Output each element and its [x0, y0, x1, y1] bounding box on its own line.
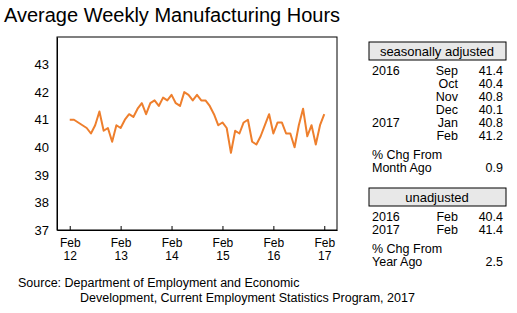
y-axis: 37 38 39 40 41 42 43	[35, 38, 58, 238]
panel-year: 2017	[372, 116, 400, 130]
panel-month: Sep	[436, 64, 458, 78]
x-tick-label: Feb17	[314, 236, 335, 264]
y-tick: 40	[35, 140, 57, 155]
plot-frame	[57, 37, 337, 230]
y-tick: 39	[35, 168, 57, 183]
x-tick-mark	[273, 226, 274, 230]
y-tick: 37	[35, 223, 57, 238]
chart: Average Weekly Manufacturing Hours 37 38 39…	[0, 0, 517, 313]
y-tick-label: 39	[35, 168, 49, 183]
panel-value: 41.4	[479, 223, 503, 237]
y-axis-line	[57, 38, 58, 231]
x-tick-mark	[172, 226, 173, 230]
panel-value: 40.8	[479, 116, 503, 130]
panel-change-label: % Chg From	[372, 242, 442, 256]
x-tick-label: Feb12	[60, 236, 81, 264]
source: Source: Department of Employment and Eco…	[18, 276, 299, 290]
x-tick: Feb16	[264, 226, 285, 263]
panel-year: 2016	[372, 210, 400, 224]
panel-change-label: Month Ago	[372, 161, 432, 175]
title: Average Weekly Manufacturing Hours	[4, 4, 340, 26]
y-tick-label: 40	[35, 140, 49, 155]
panel-change: 2.5	[486, 255, 503, 269]
x-tick-label: Feb14	[162, 236, 183, 264]
panel-header-box	[369, 188, 506, 206]
panel-month: Feb	[436, 129, 458, 143]
panel-value: 41.2	[479, 129, 503, 143]
y-tick-label: 42	[35, 85, 49, 100]
panel-month: Nov	[436, 90, 459, 104]
x-axis: Feb12 Feb13 Feb14 Feb15 Feb16 Feb17	[58, 226, 338, 263]
x-tick: Feb13	[111, 226, 132, 263]
x-tick-label: Feb16	[264, 236, 285, 264]
panel-value: 41.4	[479, 64, 503, 78]
x-tick-label: Feb13	[111, 236, 132, 264]
panel-value: 40.4	[479, 77, 503, 91]
panel-value: 40.1	[479, 103, 503, 117]
x-tick-mark	[324, 226, 325, 230]
y-tick-label: 43	[35, 57, 49, 72]
source: Development, Current Employment Statisti…	[80, 291, 415, 305]
y-tick: 43	[35, 57, 57, 72]
panel-change-label: % Chg From	[372, 148, 442, 162]
panel-header-box	[369, 42, 506, 60]
panel-value: 40.4	[479, 210, 503, 224]
x-tick-label: Feb15	[213, 236, 234, 264]
panel-month: Feb	[436, 210, 458, 224]
x-tick: Feb14	[162, 226, 183, 263]
y-tick-label: 38	[35, 195, 49, 210]
x-tick-mark	[70, 226, 71, 230]
x-tick: Feb12	[60, 226, 81, 263]
x-tick: Feb15	[213, 226, 234, 263]
x-tick-mark	[121, 226, 122, 230]
panel-header: seasonally adjusted	[369, 42, 506, 60]
y-tick: 42	[35, 85, 57, 100]
panel-header: unadjusted	[369, 188, 506, 206]
x-tick: Feb17	[314, 226, 335, 263]
y-tick-label: 37	[35, 223, 49, 238]
panel-month: Jan	[438, 116, 458, 130]
panel-change-label: Year Ago	[372, 255, 422, 269]
panel-header-text: unadjusted	[405, 190, 469, 205]
y-tick-label: 41	[35, 112, 49, 127]
panel-year: 2016	[372, 64, 400, 78]
data-line	[70, 92, 325, 153]
y-tick: 41	[35, 112, 57, 127]
x-axis-line	[58, 230, 338, 231]
panel-month: Dec	[436, 103, 458, 117]
panel-header-text: seasonally adjusted	[380, 44, 494, 59]
panel-change: 0.9	[486, 161, 503, 175]
plot-area	[70, 92, 325, 153]
panel-year: 2017	[372, 223, 400, 237]
panel-value: 40.8	[479, 90, 503, 104]
y-tick: 38	[35, 195, 57, 210]
x-tick-mark	[222, 226, 223, 230]
panel-month: Feb	[436, 223, 458, 237]
panel-month: Oct	[439, 77, 459, 91]
